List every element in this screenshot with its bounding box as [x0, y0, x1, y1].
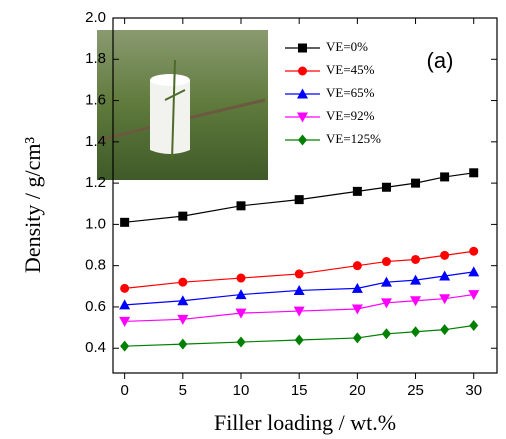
- marker: [177, 314, 189, 325]
- marker: [298, 66, 307, 76]
- x-tick-label: 30: [465, 382, 482, 399]
- marker: [351, 282, 363, 293]
- marker: [293, 306, 305, 317]
- y-tick-label: 0.6: [85, 298, 106, 315]
- marker: [439, 294, 451, 305]
- y-tick-label: 1.8: [85, 50, 106, 67]
- y-tick-label: 1.4: [85, 133, 106, 150]
- marker: [381, 257, 391, 267]
- marker: [235, 308, 247, 319]
- marker: [469, 246, 479, 256]
- legend-label: VE=125%: [326, 131, 381, 146]
- y-tick-label: 1.0: [85, 215, 106, 232]
- marker: [381, 328, 391, 340]
- marker: [294, 269, 304, 279]
- marker: [440, 172, 450, 182]
- legend-label: VE=0%: [326, 39, 368, 54]
- marker: [381, 182, 391, 192]
- legend-label: VE=92%: [326, 108, 375, 123]
- marker: [469, 168, 479, 178]
- marker: [439, 270, 451, 281]
- legend-label: VE=65%: [326, 85, 375, 100]
- marker: [177, 295, 189, 306]
- marker: [298, 134, 307, 146]
- x-axis-label: Filler loading / wt.%: [214, 410, 396, 435]
- marker: [411, 326, 421, 338]
- y-tick-label: 0.8: [85, 257, 106, 274]
- x-tick-label: 0: [120, 382, 128, 399]
- y-axis-label: Density / g/cm³: [20, 137, 45, 274]
- marker: [297, 88, 308, 99]
- x-tick-label: 20: [349, 382, 366, 399]
- inset-photo: [97, 30, 268, 180]
- y-tick-label: 2.0: [85, 9, 106, 26]
- marker: [440, 324, 450, 336]
- y-tick-label: 1.2: [85, 174, 106, 191]
- plot-frame: [112, 17, 498, 374]
- marker: [120, 217, 130, 227]
- marker: [352, 261, 362, 271]
- marker: [178, 277, 188, 287]
- marker: [235, 289, 247, 300]
- marker: [120, 283, 130, 293]
- y-tick-label: 1.6: [85, 92, 106, 109]
- marker: [120, 340, 130, 352]
- marker: [119, 299, 131, 310]
- x-tick-label: 5: [179, 382, 187, 399]
- marker: [119, 316, 131, 327]
- marker: [236, 201, 246, 211]
- marker: [468, 266, 480, 277]
- marker: [351, 304, 363, 315]
- marker: [178, 211, 188, 221]
- marker: [293, 284, 305, 295]
- marker: [297, 112, 308, 123]
- marker: [380, 276, 392, 287]
- marker: [380, 298, 392, 309]
- x-tick-label: 10: [233, 382, 250, 399]
- marker: [440, 250, 450, 260]
- marker: [236, 273, 246, 283]
- y-tick-label: 0.4: [85, 339, 106, 356]
- marker: [411, 178, 421, 188]
- annotation: (a): [427, 48, 454, 73]
- marker: [410, 296, 422, 307]
- marker: [236, 336, 246, 348]
- marker: [352, 332, 362, 344]
- marker: [411, 254, 421, 264]
- marker: [469, 320, 479, 332]
- x-tick-label: 15: [291, 382, 308, 399]
- marker: [294, 195, 304, 205]
- marker: [468, 290, 480, 301]
- legend-label: VE=45%: [326, 62, 375, 77]
- marker: [410, 274, 422, 285]
- marker: [298, 43, 307, 53]
- marker: [352, 186, 362, 196]
- marker: [294, 334, 304, 346]
- marker: [178, 338, 188, 350]
- x-tick-label: 25: [407, 382, 424, 399]
